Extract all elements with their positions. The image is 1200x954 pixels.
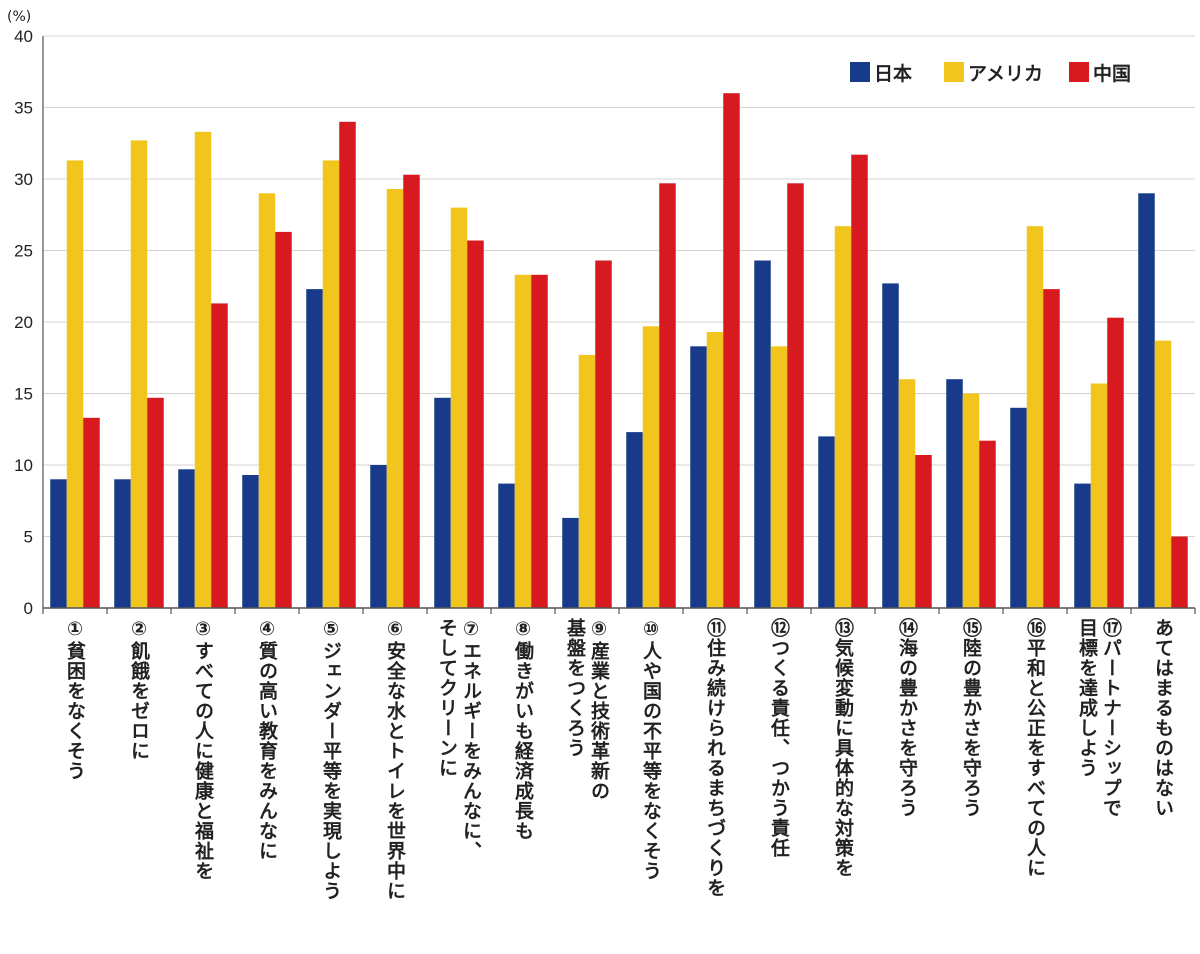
category-label: ⑤ジェンダー平等を実現しよう [320, 618, 342, 901]
category-label: ⑨産業と技術革新の 基盤をつくろう [564, 618, 610, 801]
y-tick-label: 30 [14, 170, 33, 189]
bars [50, 93, 1188, 609]
bar-usa [386, 189, 404, 608]
y-tick-label: 35 [14, 99, 33, 118]
y-tick-label: 0 [24, 599, 33, 618]
legend-swatch [944, 62, 964, 82]
bar-usa [66, 160, 84, 608]
legend: 日本 アメリカ 中国 [850, 62, 1131, 85]
y-tick-label: 20 [14, 313, 33, 332]
bar-japan [626, 432, 643, 608]
category-label: ⑬気候変動に具体的な対策を [832, 618, 854, 878]
bar-china [659, 183, 676, 609]
bar-japan [1138, 193, 1155, 609]
y-tick-label: 40 [14, 27, 33, 46]
y-axis-ticks: 0 5 10 15 20 25 30 35 40 [14, 27, 33, 618]
bar-usa [898, 379, 916, 608]
bar-china [275, 231, 292, 608]
category-label: ⑯平和と公正をすべての人に [1024, 618, 1046, 878]
bar-japan [242, 475, 259, 608]
bar-china [467, 240, 484, 609]
bar-japan [178, 469, 195, 608]
bar-usa [450, 207, 468, 608]
bar-japan [306, 289, 323, 608]
bar-japan [882, 283, 899, 608]
bar-usa [1154, 340, 1172, 608]
axes [42, 36, 1196, 614]
bar-china [915, 454, 932, 608]
legend-label: 日本 [874, 62, 912, 85]
bar-usa [578, 354, 596, 608]
category-label: ④質の高い教育をみんなに [256, 618, 278, 861]
category-label: ②飢餓をゼロに [128, 618, 150, 761]
bar-usa [834, 226, 852, 608]
bar-japan [370, 465, 387, 608]
bar-usa [962, 393, 980, 608]
bar-usa [258, 193, 276, 609]
category-label: ⑮陸の豊かさを守ろう [960, 618, 982, 818]
bar-china [531, 274, 548, 608]
bar-japan [114, 479, 131, 608]
bar-usa [1090, 383, 1108, 608]
bar-usa [322, 160, 340, 608]
y-tick-label: 5 [24, 528, 33, 547]
bar-china [851, 154, 868, 608]
bar-japan [434, 397, 451, 608]
bar-japan [754, 260, 771, 608]
bar-usa [514, 274, 532, 608]
category-label: ①貧困をなくそう [64, 618, 86, 781]
bar-china [339, 121, 356, 609]
bar-japan [50, 479, 67, 608]
bar-china [979, 440, 996, 608]
category-label: ⑭海の豊かさを守ろう [896, 618, 918, 818]
bar-china [83, 417, 100, 608]
legend-label: 中国 [1093, 62, 1131, 85]
bar-usa [194, 131, 212, 608]
category-label: ⑩人や国の不平等をなくそう [640, 618, 662, 881]
bar-usa [706, 332, 724, 608]
bar-china [403, 174, 420, 608]
grid-lines [43, 35, 1195, 537]
bar-usa [1026, 226, 1044, 608]
bar-usa [642, 326, 660, 608]
bar-japan [1074, 483, 1091, 608]
bar-japan [946, 379, 963, 608]
category-label: あてはまるものはない [1152, 618, 1174, 818]
bar-china [1043, 289, 1060, 608]
bar-japan [818, 436, 835, 608]
y-tick-label: 25 [14, 242, 33, 261]
bar-china [787, 183, 804, 609]
category-label: ⑥安全な水とトイレを世界中に [384, 618, 406, 901]
bar-japan [690, 346, 707, 608]
bar-china [147, 397, 164, 608]
category-label: ⑪住み続けられるまちづくりを [704, 618, 726, 898]
bar-china [1107, 317, 1124, 608]
y-unit-label: (%) [7, 9, 31, 25]
category-label: ⑦エネルギーをみんなに、 そしてクリーンに [436, 618, 482, 861]
category-label: ⑧働きがいも経済成長も [512, 618, 534, 841]
legend-swatch [850, 62, 870, 82]
bar-china [723, 93, 740, 608]
bar-japan [562, 517, 579, 608]
legend-swatch [1069, 62, 1089, 82]
legend-label: アメリカ [968, 63, 1043, 85]
bar-usa [770, 346, 788, 608]
bar-china [595, 260, 612, 608]
bar-japan [1010, 407, 1027, 608]
category-label: ⑫つくる責任、つかう責任 [768, 618, 790, 858]
category-label: ⑰パートナーシップで 目標を達成しよう [1076, 618, 1122, 818]
bar-japan [498, 483, 515, 608]
bar-china [1171, 536, 1188, 608]
y-tick-label: 10 [14, 456, 33, 475]
bar-china [211, 303, 228, 608]
bar-usa [130, 140, 148, 608]
y-tick-label: 15 [14, 385, 33, 404]
category-label: ③すべての人に健康と福祉を [192, 618, 214, 881]
